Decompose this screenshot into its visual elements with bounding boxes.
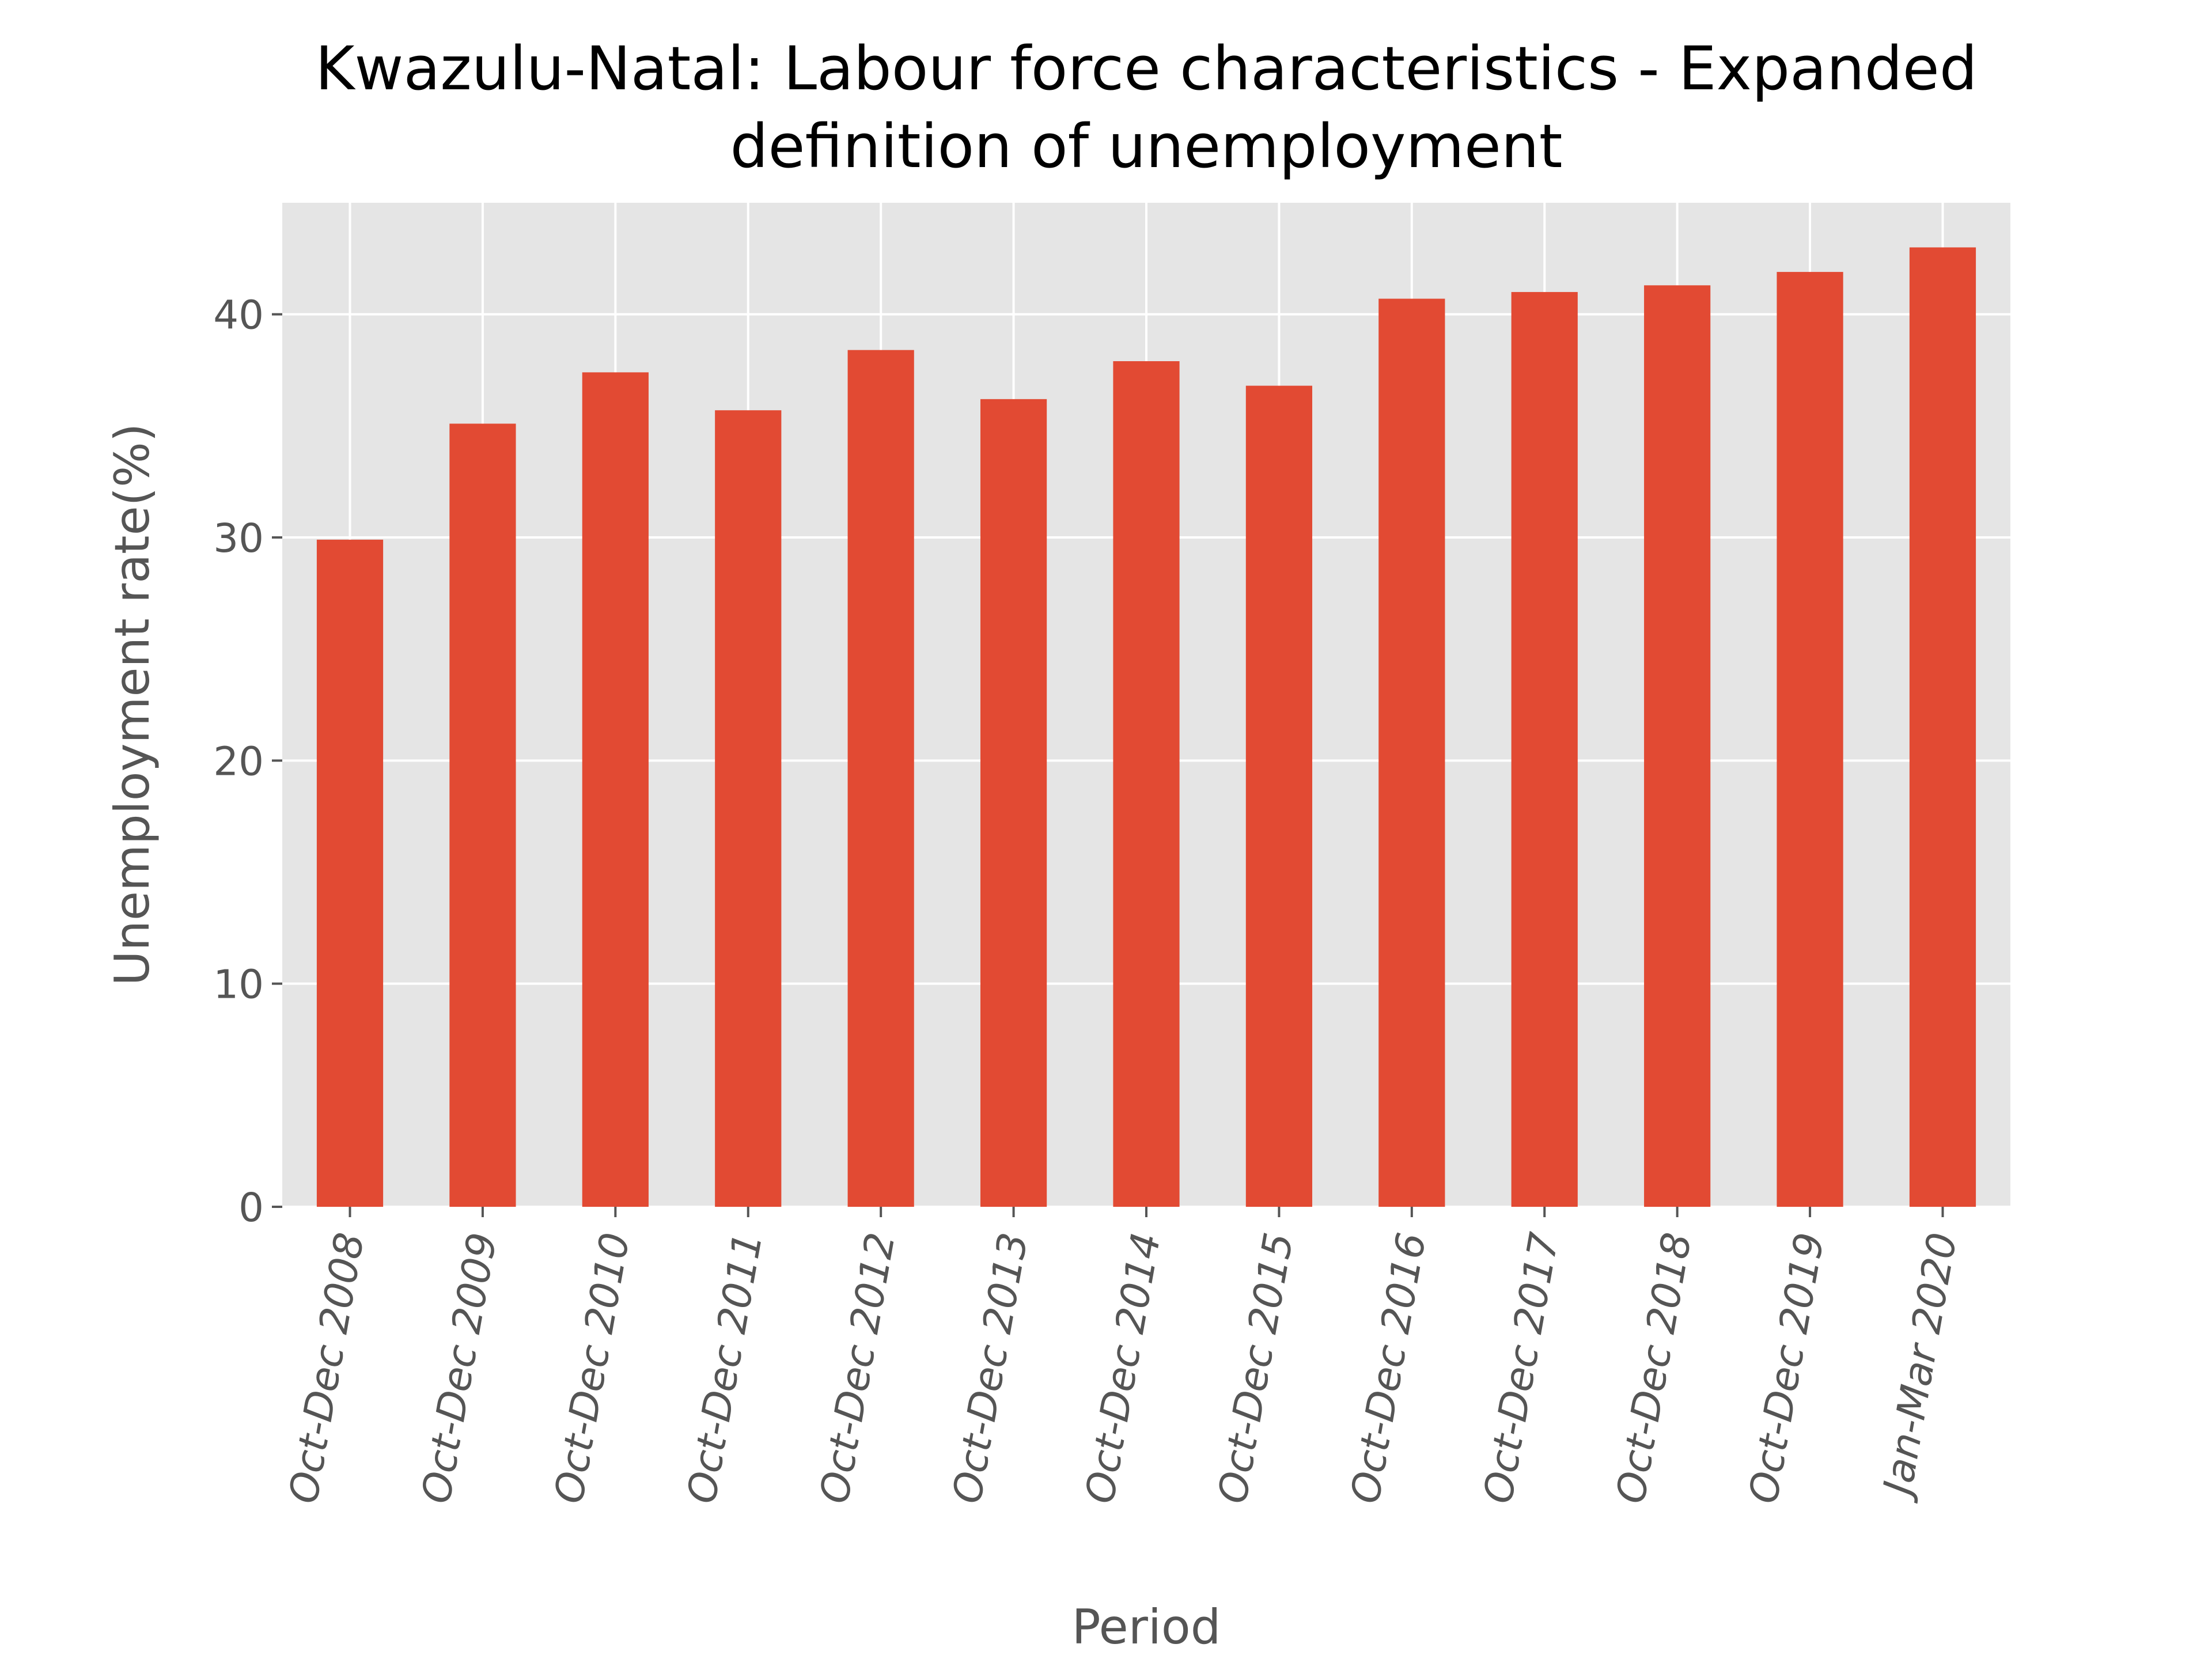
bar [1909,247,1976,1207]
x-tick-label: Oct-Dec 2015 [1210,1229,1302,1507]
y-tick-label: 10 [213,962,264,1008]
x-tick-label: Oct-Dec 2016 [1342,1229,1435,1507]
x-tick-label: Oct-Dec 2009 [413,1229,506,1507]
bar [1777,272,1843,1207]
bar [980,399,1047,1207]
x-tick-label: Oct-Dec 2010 [546,1229,639,1507]
x-tick-label: Oct-Dec 2011 [679,1229,771,1507]
x-tick-label: Jan-Mar 2020 [1874,1229,1967,1505]
bar [582,372,649,1207]
x-tick-label: Oct-Dec 2019 [1741,1229,1834,1507]
y-axis-label: Unemployment rate(%) [104,423,160,986]
y-tick-label: 0 [238,1185,264,1231]
chart-title-line-2: definition of unemployment [730,111,1562,181]
x-tick-label: Oct-Dec 2018 [1608,1229,1700,1507]
x-axis-ticks: Oct-Dec 2008 Oct-Dec 2009 Oct-Dec 2010 Oct-… [281,1207,1966,1507]
bar [715,410,782,1207]
bar [847,350,914,1207]
bar [1644,285,1711,1207]
bar [449,423,516,1207]
bar [1113,361,1180,1207]
x-axis-label: Period [1072,1599,1221,1655]
x-tick-label: Oct-Dec 2017 [1475,1229,1568,1507]
x-tick-label: Oct-Dec 2008 [281,1229,373,1507]
chart-title-line-1: Kwazulu-Natal: Labour force characterist… [315,33,1978,104]
bar [1245,385,1313,1207]
x-tick-label: Oct-Dec 2013 [944,1229,1037,1507]
y-tick-label: 40 [213,293,264,339]
y-tick-label: 30 [213,516,264,562]
bars [316,247,1976,1207]
bar [316,539,384,1207]
bar [1511,291,1578,1207]
y-tick-label: 20 [213,738,264,785]
bar [1378,298,1445,1207]
x-tick-label: Oct-Dec 2014 [1077,1229,1169,1507]
x-tick-label: Oct-Dec 2012 [812,1229,904,1507]
y-axis-ticks: 0 10 20 30 40 [213,293,282,1231]
